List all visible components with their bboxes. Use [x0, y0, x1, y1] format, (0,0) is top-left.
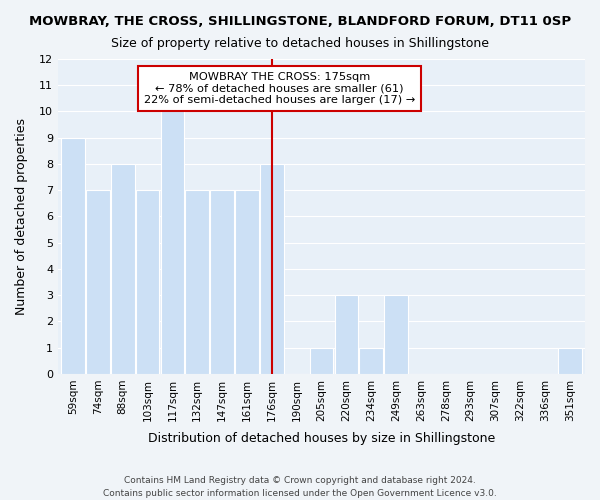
Bar [235, 190, 259, 374]
Bar [335, 295, 358, 374]
Bar [310, 348, 334, 374]
Bar [86, 190, 110, 374]
Text: MOWBRAY THE CROSS: 175sqm
← 78% of detached houses are smaller (61)
22% of semi-: MOWBRAY THE CROSS: 175sqm ← 78% of detac… [143, 72, 415, 106]
Bar [61, 138, 85, 374]
Bar [385, 295, 408, 374]
Text: MOWBRAY, THE CROSS, SHILLINGSTONE, BLANDFORD FORUM, DT11 0SP: MOWBRAY, THE CROSS, SHILLINGSTONE, BLAND… [29, 15, 571, 28]
Y-axis label: Number of detached properties: Number of detached properties [15, 118, 28, 315]
Bar [185, 190, 209, 374]
Text: Contains HM Land Registry data © Crown copyright and database right 2024.: Contains HM Land Registry data © Crown c… [124, 476, 476, 485]
Text: Contains public sector information licensed under the Open Government Licence v3: Contains public sector information licen… [103, 488, 497, 498]
Bar [161, 112, 184, 374]
Bar [558, 348, 582, 374]
Bar [260, 164, 284, 374]
X-axis label: Distribution of detached houses by size in Shillingstone: Distribution of detached houses by size … [148, 432, 495, 445]
Bar [211, 190, 234, 374]
Text: Size of property relative to detached houses in Shillingstone: Size of property relative to detached ho… [111, 38, 489, 51]
Bar [111, 164, 134, 374]
Bar [136, 190, 160, 374]
Bar [359, 348, 383, 374]
